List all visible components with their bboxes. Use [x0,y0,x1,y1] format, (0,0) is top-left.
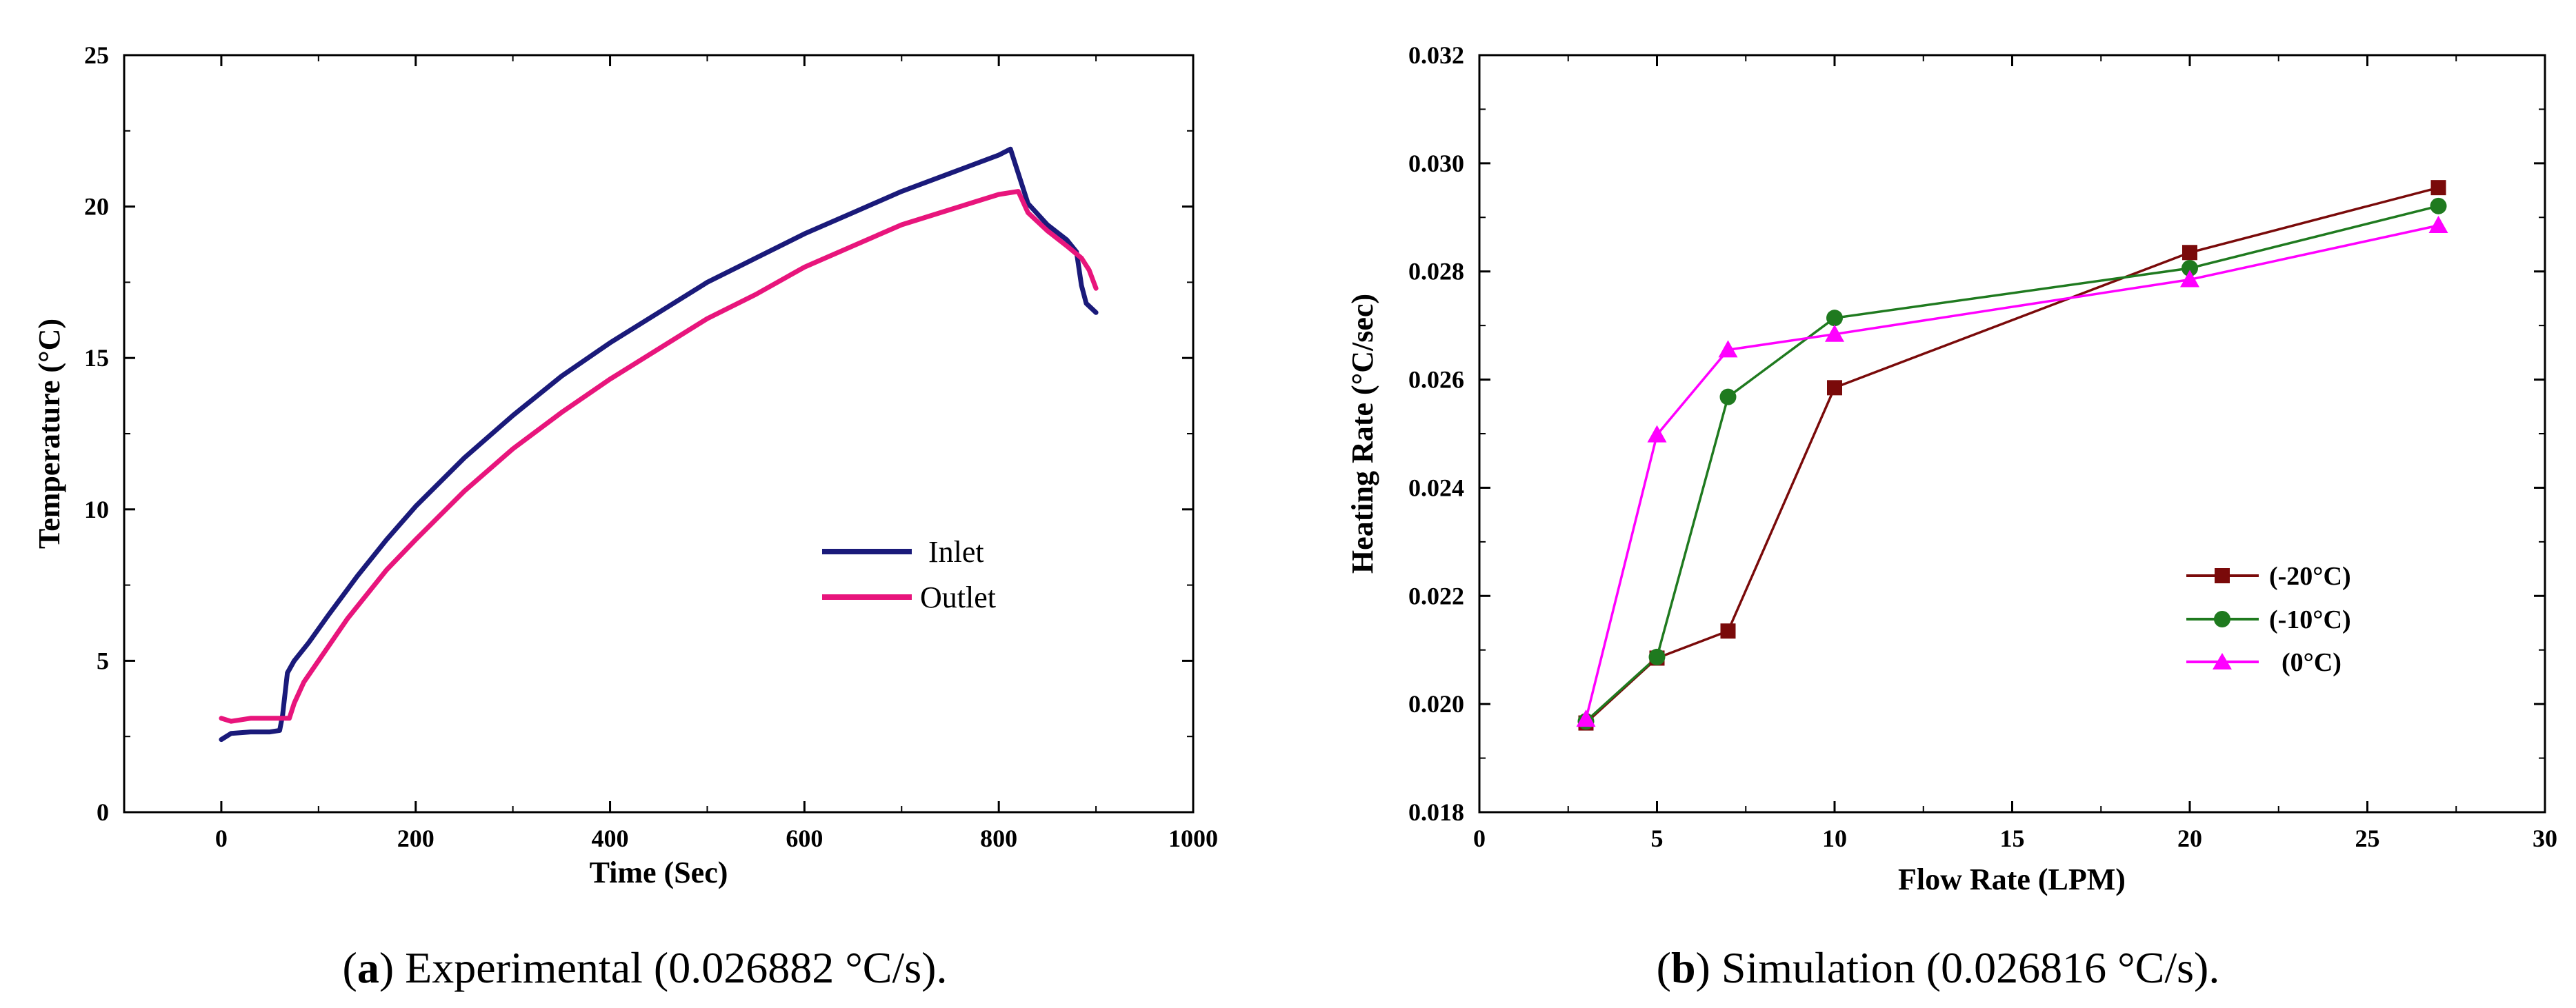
legend-minus20-label: (-20°C) [2269,562,2351,591]
panel-a-y-tick-label: 10 [84,496,109,523]
data-point-circle [1826,310,1843,327]
panel-b-y-tick-label: 0.030 [1408,150,1464,177]
panel-a-y-axis-title: Temperature (°C) [32,319,66,549]
data-point-square [1827,380,1842,396]
caption-a-letter: a [357,943,379,992]
legend-inlet-label: Inlet [928,535,984,569]
panel-b-series [1576,180,2448,731]
legend-zero-marker [2213,653,2232,669]
panel-a-x-tick-label: 600 [786,825,823,852]
panel-a-chart: 0 200 400 600 800 1000 0 5 10 15 20 25 Inlet Outlet… [32,41,1218,992]
panel-b-legend: (-20°C) (-10°C) (0°C) [2186,562,2351,677]
panel-b-x-axis-title: Flow Rate (LPM) [1898,863,2126,896]
panel-a-x-tick-label: 400 [592,825,629,852]
panel-b-y-tick-label: 0.018 [1408,798,1464,826]
panel-b-ticks: 0 5 10 15 20 25 30 0.018 0.020 0.022 0.024 0.026 0.0… [1408,41,2557,852]
panel-a-caption: (a) Experimental (0.026882 °C/s). [343,943,948,992]
panel-b-y-tick-label: 0.024 [1408,474,1464,501]
data-point-circle [1648,648,1666,665]
panel-a-y-tick-label: 20 [84,193,109,221]
panel-b-x-tick-label: 15 [2000,825,2025,852]
panel-b-y-tick-label: 0.028 [1408,258,1464,285]
data-point-circle [1719,388,1737,405]
panel-b-y-tick-label: 0.022 [1408,582,1464,609]
panel-a-x-tick-label: 800 [980,825,1017,852]
panel-a-x-tick-label: 0 [215,825,228,852]
data-point-square [2182,245,2197,261]
legend-minus10-marker [2214,611,2230,627]
data-point-square [1720,623,1736,639]
data-point-triangle [1576,709,1596,727]
data-point-circle [2181,260,2198,277]
data-point-square [2430,180,2446,196]
legend-outlet-label: Outlet [920,581,996,614]
panel-b-chart: 0 5 10 15 20 25 30 0.018 0.020 0.022 0.024 0.026 0.0… [1346,41,2557,992]
caption-b-open: ( [1657,943,1671,992]
panel-a-x-tick-label: 1000 [1168,825,1218,852]
panel-b-x-tick-label: 25 [2355,825,2380,852]
panel-a-ticks: 0 200 400 600 800 1000 0 5 10 15 20 25 [84,41,1218,852]
panel-b-x-tick-label: 30 [2533,825,2557,852]
data-point-triangle [2180,270,2199,288]
legend-zero-label: (0°C) [2282,648,2342,677]
caption-a-open: ( [343,943,357,992]
data-point-triangle [2428,216,2448,234]
panel-a-x-axis-title: Time (Sec) [590,856,728,889]
panel-b-x-tick-label: 5 [1651,825,1664,852]
panel-a-legend: Inlet Outlet [822,535,996,614]
series-outlet-line [219,189,1099,724]
panel-a-series [219,146,1099,743]
caption-a-text: ) Experimental (0.026882 °C/s). [379,943,948,992]
caption-b-letter: b [1671,943,1696,992]
panel-a-y-tick-label: 15 [84,344,109,372]
panel-b-y-axis-title: Heating Rate (°C/sec) [1346,294,1379,574]
series-0-line [1585,186,2439,724]
series-2-line [1584,224,2439,720]
series-1-line [1585,205,2439,723]
panel-a-x-tick-label: 200 [397,825,435,852]
panel-a-y-tick-label: 25 [84,41,109,69]
series-inlet-line [219,146,1099,743]
panel-b-plot-frame [1478,54,2546,814]
panel-b-y-tick-label: 0.026 [1408,366,1464,394]
panel-b-y-tick-label: 0.032 [1408,41,1464,69]
legend-minus20-marker [2215,568,2230,583]
panel-b-x-tick-label: 10 [1822,825,1847,852]
data-point-circle [2430,197,2447,214]
panel-b-caption: (b) Simulation (0.026816 °C/s). [1657,943,2220,992]
legend-minus10-label: (-10°C) [2269,605,2351,634]
panel-a-y-tick-label: 5 [97,647,109,674]
data-point-triangle [1718,340,1738,358]
panel-b-x-tick-label: 0 [1473,825,1486,852]
panel-b-x-tick-label: 20 [2177,825,2202,852]
data-point-triangle [1825,324,1844,342]
panel-b-y-tick-label: 0.020 [1408,690,1464,718]
panel-a-y-tick-label: 0 [97,798,109,826]
data-point-triangle [1647,425,1667,443]
caption-b-text: ) Simulation (0.026816 °C/s). [1696,943,2220,992]
